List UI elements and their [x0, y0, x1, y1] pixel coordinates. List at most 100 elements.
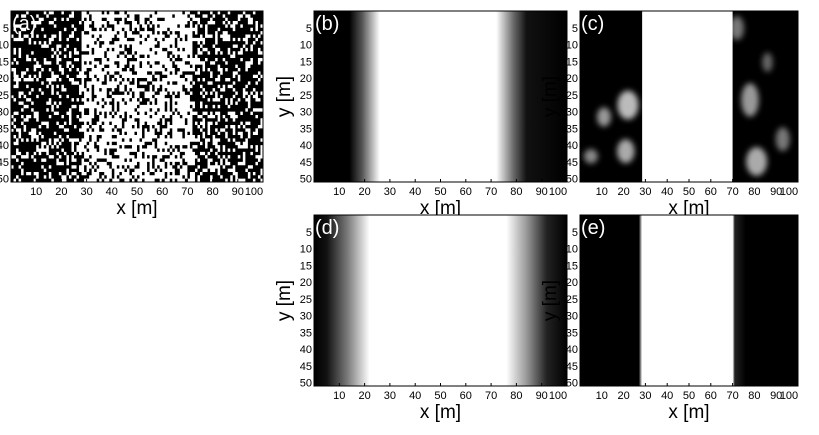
- y-tick-label: 15: [300, 260, 312, 272]
- x-tick-label: 100: [780, 390, 798, 402]
- x-tick-label: 60: [705, 390, 717, 402]
- y-tick-label: 30: [300, 107, 312, 119]
- x-tick-label: 80: [510, 186, 522, 198]
- y-tick-label: 40: [0, 140, 9, 152]
- y-tick-label: 20: [300, 73, 312, 85]
- y-axis-label: y [m]: [274, 280, 295, 321]
- y-tick-label: 50: [566, 378, 578, 390]
- panel-e: 10 20 30 40 50 60 70 80 901005101520253035404550…: [540, 214, 799, 423]
- x-tick-label: 40: [409, 186, 421, 198]
- x-tick-label: 40: [409, 390, 421, 402]
- x-tick-label: 100: [245, 186, 263, 198]
- x-tick-label: 40: [106, 186, 118, 198]
- x-tick-label: 10: [333, 390, 345, 402]
- y-tick-label: 35: [566, 123, 578, 135]
- x-tick-label: 100: [549, 186, 567, 198]
- x-tick-label: 20: [358, 186, 370, 198]
- x-tick-label: 80: [206, 186, 218, 198]
- y-tick-label: 20: [566, 73, 578, 85]
- x-tick-label: 70: [726, 390, 738, 402]
- y-tick-label: 10: [0, 40, 9, 52]
- y-tick-label: 40: [300, 344, 312, 356]
- y-tick-label: 45: [566, 361, 578, 373]
- x-tick-label: 50: [683, 390, 695, 402]
- x-tick-label: 90: [232, 186, 244, 198]
- panel-label: (c): [581, 13, 604, 35]
- y-axis-label: y [m]: [274, 76, 295, 117]
- x-tick-label: 20: [55, 186, 67, 198]
- y-tick-label: 15: [566, 56, 578, 68]
- x-tick-label: 10: [30, 186, 42, 198]
- x-tick-label: 50: [434, 186, 446, 198]
- y-tick-label: 15: [300, 56, 312, 68]
- x-tick-label: 50: [683, 186, 695, 198]
- y-tick-label: 35: [0, 123, 9, 135]
- y-tick-label: 10: [300, 244, 312, 256]
- y-tick-label: 15: [0, 56, 9, 68]
- image-field: [11, 11, 263, 182]
- y-tick-label: 10: [566, 40, 578, 52]
- y-tick-label: 50: [300, 378, 312, 390]
- x-tick-label: 70: [181, 186, 193, 198]
- x-tick-label: 90: [770, 390, 782, 402]
- x-tick-label: 10: [596, 186, 608, 198]
- y-tick-label: 25: [566, 294, 578, 306]
- image-field: [580, 11, 798, 182]
- y-tick-label: 50: [566, 174, 578, 186]
- y-tick-label: 45: [566, 157, 578, 169]
- x-tick-label: 90: [536, 390, 548, 402]
- y-tick-label: 35: [300, 123, 312, 135]
- x-tick-label: 30: [80, 186, 92, 198]
- x-tick-label: 20: [617, 186, 629, 198]
- panel-label: (a): [12, 13, 36, 35]
- x-tick-label: 90: [770, 186, 782, 198]
- x-tick-label: 60: [460, 390, 472, 402]
- y-tick-label: 30: [566, 311, 578, 323]
- x-tick-label: 20: [358, 390, 370, 402]
- image-field: [314, 215, 567, 386]
- y-tick-label: 40: [566, 140, 578, 152]
- y-tick-label: 40: [566, 344, 578, 356]
- y-tick-label: 5: [572, 23, 578, 35]
- x-tick-label: 60: [705, 186, 717, 198]
- x-tick-label: 100: [549, 390, 567, 402]
- x-tick-label: 30: [639, 390, 651, 402]
- image-field: [580, 215, 798, 386]
- panel-label: (e): [581, 217, 605, 239]
- panel-d: 10 20 30 40 50 60 70 80 90 100 5 10 15 20 25 30 35 40 45 50…: [274, 214, 568, 423]
- y-tick-label: 20: [300, 277, 312, 289]
- y-tick-label: 10: [566, 244, 578, 256]
- x-tick-label: 60: [460, 186, 472, 198]
- y-axis-label: y [m]: [540, 76, 561, 117]
- x-axis-label: x [m]: [668, 198, 709, 219]
- y-tick-label: 20: [566, 277, 578, 289]
- x-axis-label: x [m]: [116, 198, 157, 219]
- y-tick-label: 30: [566, 107, 578, 119]
- y-tick-label: 30: [0, 107, 9, 119]
- y-tick-label: 10: [300, 40, 312, 52]
- x-tick-label: 10: [596, 390, 608, 402]
- image-field: [314, 11, 567, 182]
- y-tick-label: 25: [0, 90, 9, 102]
- y-tick-label: 5: [3, 23, 9, 35]
- x-tick-label: 100: [780, 186, 798, 198]
- y-tick-label: 45: [300, 157, 312, 169]
- y-tick-label: 25: [300, 90, 312, 102]
- x-tick-label: 80: [510, 390, 522, 402]
- y-tick-label: 30: [300, 311, 312, 323]
- y-tick-label: 45: [300, 361, 312, 373]
- panel-c: 10 20 30 40 50 60 70 80 901005101520253035404550…: [540, 10, 799, 219]
- x-tick-label: 80: [748, 186, 760, 198]
- x-tick-label: 50: [434, 390, 446, 402]
- x-tick-label: 40: [661, 186, 673, 198]
- y-tick-label: 25: [566, 90, 578, 102]
- y-tick-label: 15: [566, 260, 578, 272]
- x-tick-label: 70: [485, 390, 497, 402]
- y-tick-label: 35: [566, 327, 578, 339]
- y-axis-label: y [m]: [540, 280, 561, 321]
- x-tick-label: 90: [536, 186, 548, 198]
- y-tick-label: 45: [0, 157, 9, 169]
- x-tick-label: 50: [131, 186, 143, 198]
